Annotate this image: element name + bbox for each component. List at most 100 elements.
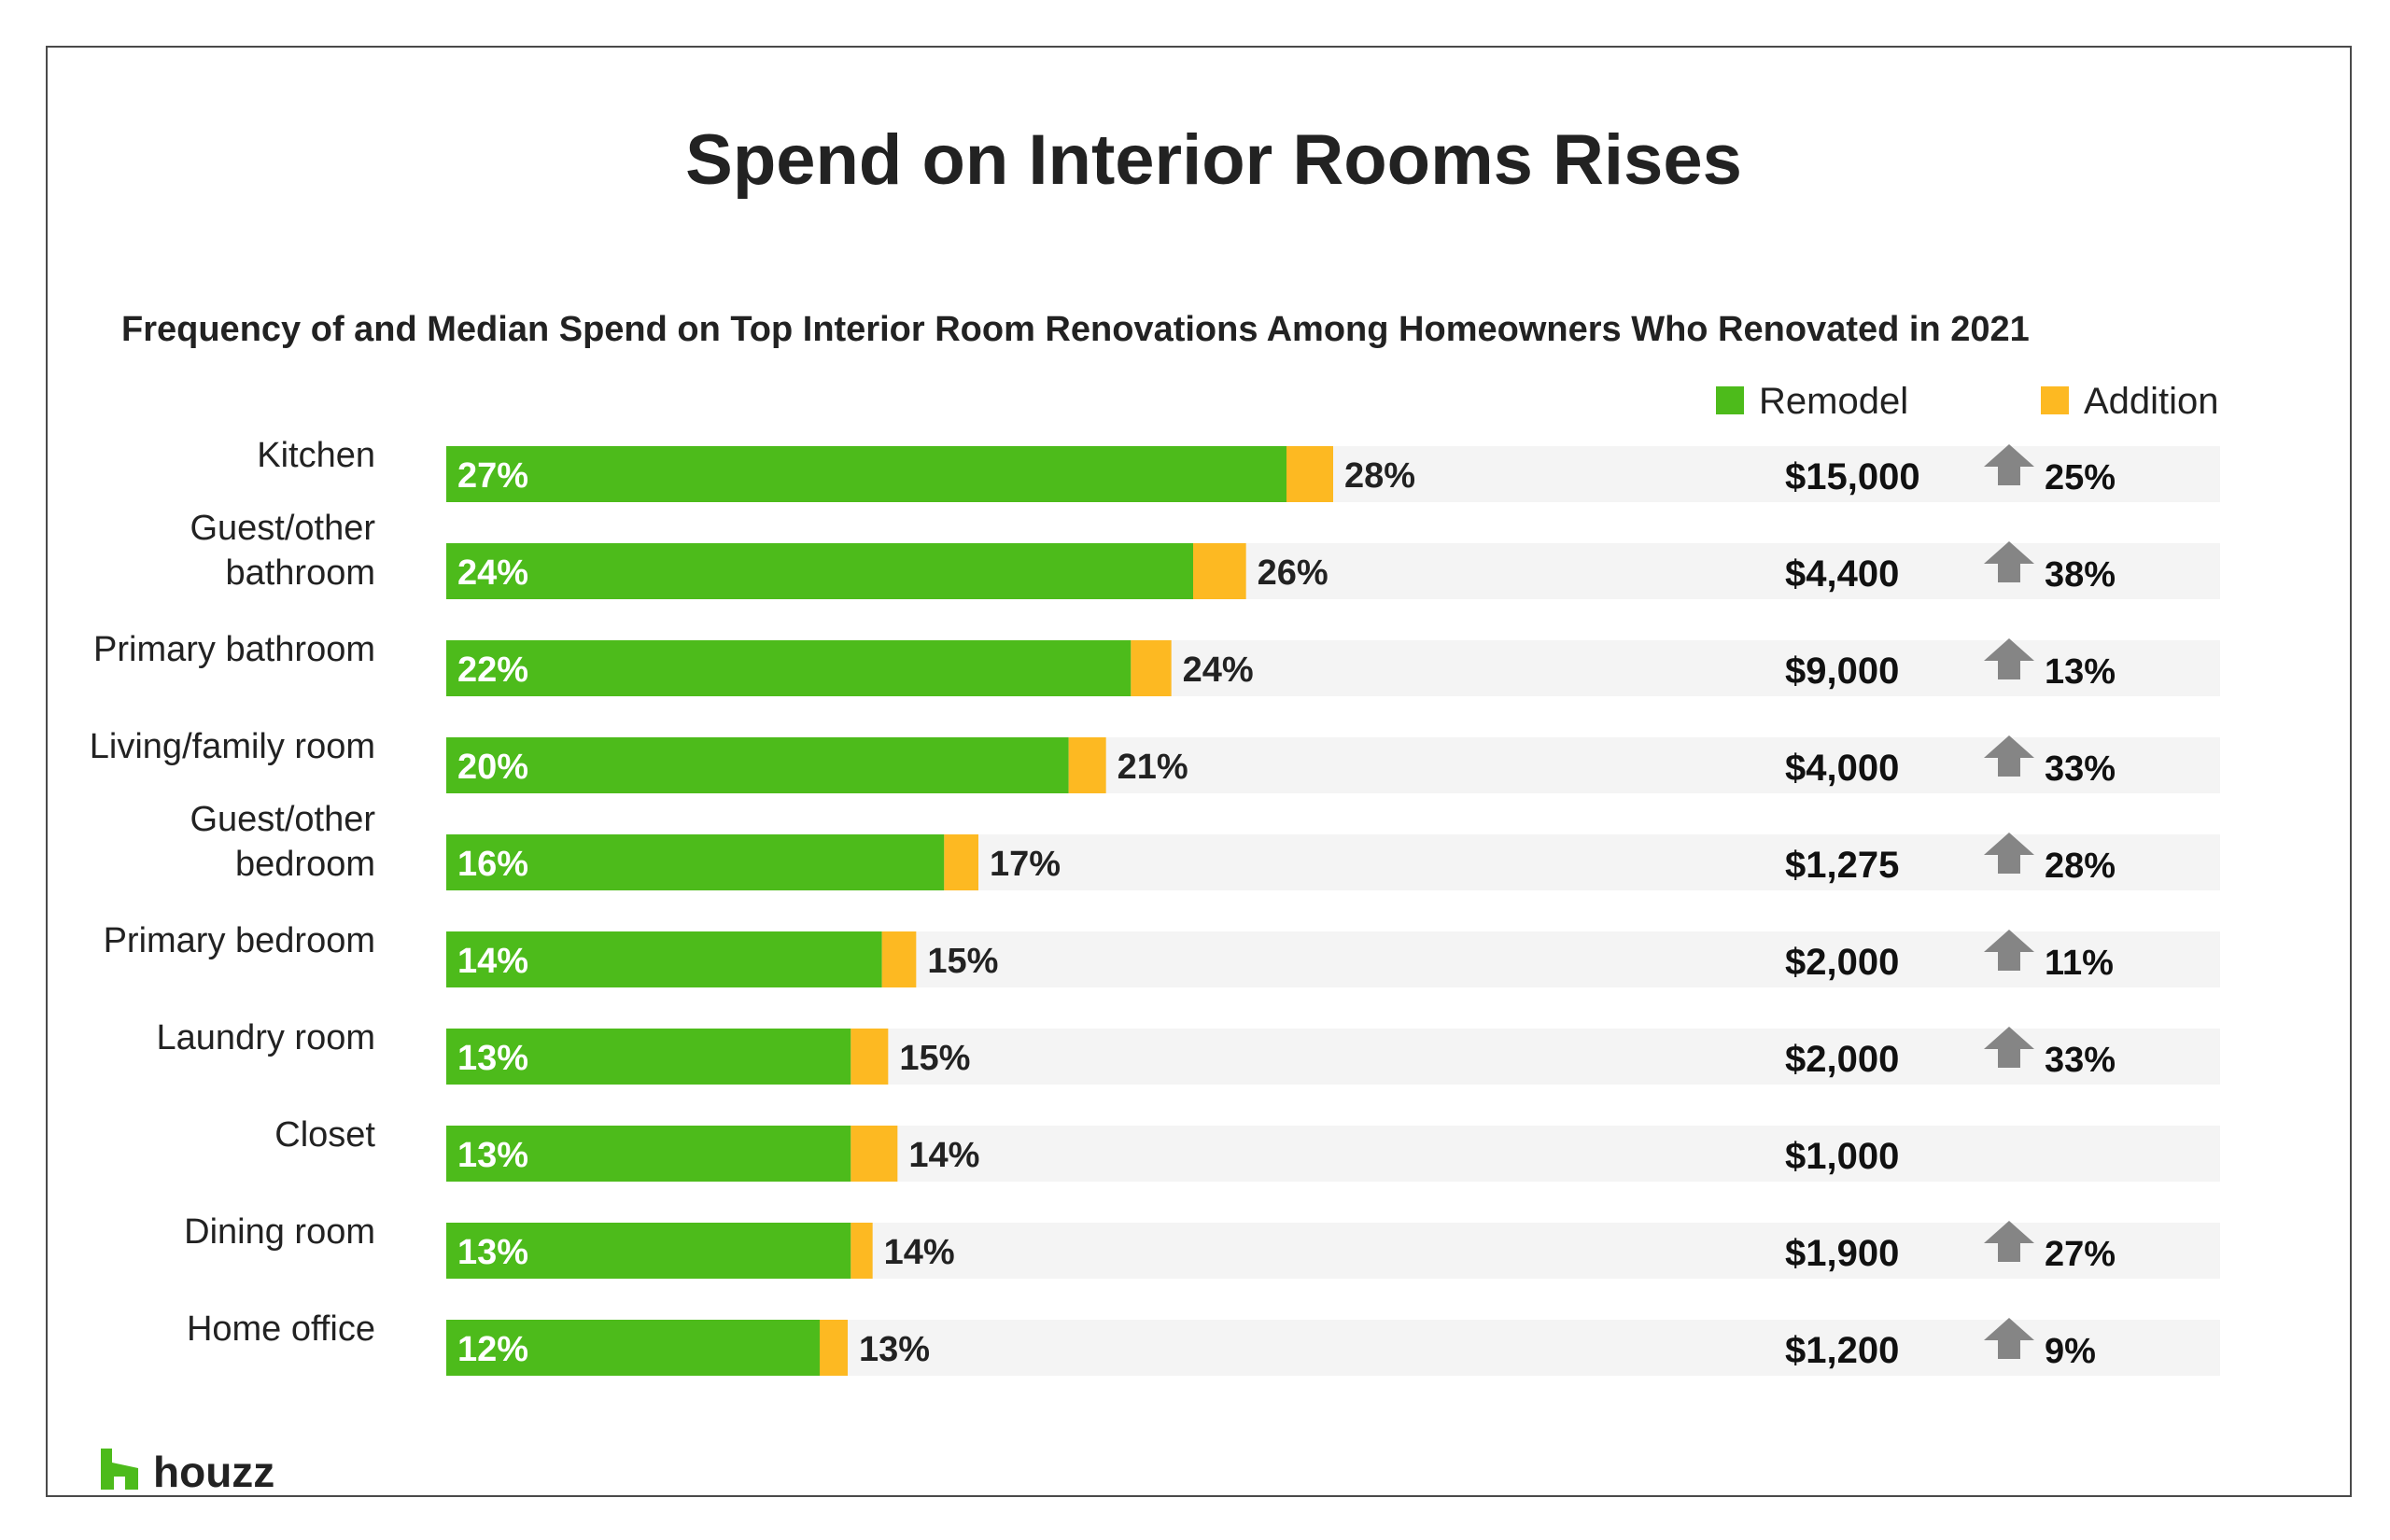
legend-label-addition: Addition xyxy=(2084,381,2219,422)
median-spend-label: $4,000 xyxy=(1785,748,1899,789)
spend-change-label: 33% xyxy=(2045,749,2116,789)
remodel-value-label: 13% xyxy=(457,1233,528,1272)
spend-change-label: 13% xyxy=(2045,652,2116,692)
remodel-value-label: 14% xyxy=(457,942,528,981)
total-value-label: 26% xyxy=(1258,553,1329,593)
remodel-value-label: 20% xyxy=(457,748,528,787)
bar-row: Closet 13% 14% $1,000 xyxy=(274,1115,2220,1182)
bar-row: Primary bedroom 14% 15% $2,000 11% xyxy=(104,921,2220,987)
legend: Remodel Addition xyxy=(1716,381,2219,422)
up-arrow-icon xyxy=(1984,930,2034,971)
total-value-label: 21% xyxy=(1118,748,1188,787)
spend-change-label: 27% xyxy=(2045,1235,2116,1274)
median-spend-label: $1,000 xyxy=(1785,1136,1899,1177)
spend-change-label: 33% xyxy=(2045,1041,2116,1080)
bar-addition xyxy=(851,1223,873,1279)
spend-change-label: 38% xyxy=(2045,555,2116,595)
category-label: Primary bedroom xyxy=(104,921,375,960)
spend-change-label: 25% xyxy=(2045,458,2116,497)
bar-row: Home office 12% 13% $1,200 9% xyxy=(187,1309,2220,1376)
spend-change-label: 11% xyxy=(2045,944,2114,983)
bar-remodel xyxy=(446,640,1132,696)
median-spend-label: $4,400 xyxy=(1785,553,1899,595)
bar-remodel xyxy=(446,834,945,890)
category-label: Primary bathroom xyxy=(93,630,375,669)
chart-subtitle: Frequency of and Median Spend on Top Int… xyxy=(121,310,2030,349)
total-value-label: 17% xyxy=(990,845,1061,884)
chart-frame xyxy=(46,46,2352,1497)
chart-title: Spend on Interior Rooms Rises xyxy=(685,120,1742,200)
bar-addition xyxy=(851,1029,889,1085)
remodel-value-label: 24% xyxy=(457,553,528,593)
bar-row: Laundry room 13% 15% $2,000 33% xyxy=(157,1018,2220,1085)
category-label-line: bathroom xyxy=(225,553,375,593)
bar-remodel xyxy=(446,446,1286,502)
up-arrow-icon xyxy=(1984,1221,2034,1262)
up-arrow-icon xyxy=(1984,638,2034,679)
bar-addition xyxy=(1286,446,1333,502)
median-spend-label: $1,900 xyxy=(1785,1233,1899,1274)
median-spend-label: $2,000 xyxy=(1785,1039,1899,1080)
spend-change-label: 9% xyxy=(2045,1332,2096,1371)
up-arrow-icon xyxy=(1984,541,2034,582)
total-value-label: 15% xyxy=(927,942,998,981)
remodel-value-label: 27% xyxy=(457,456,528,496)
total-value-label: 24% xyxy=(1183,651,1254,690)
category-label: Laundry room xyxy=(157,1018,375,1057)
bar-row: Guest/other bedroom 16% 17% $1,275 28% xyxy=(190,800,2220,890)
bar-remodel xyxy=(446,1029,851,1085)
bar-addition xyxy=(881,931,917,987)
bar-remodel xyxy=(446,1320,820,1376)
legend-swatch-remodel xyxy=(1716,386,1744,414)
up-arrow-icon xyxy=(1984,444,2034,485)
remodel-value-label: 22% xyxy=(457,651,528,690)
category-label-line: bedroom xyxy=(235,845,375,884)
category-label: Home office xyxy=(187,1309,375,1349)
legend-label-remodel: Remodel xyxy=(1759,381,1908,422)
up-arrow-icon xyxy=(1984,833,2034,874)
bar-addition xyxy=(820,1320,848,1376)
category-label-line: Guest/other xyxy=(190,800,375,839)
category-label: Kitchen xyxy=(257,436,375,475)
up-arrow-icon xyxy=(1984,1318,2034,1359)
remodel-value-label: 16% xyxy=(457,845,528,884)
category-label: Guest/other bedroom xyxy=(190,800,375,884)
remodel-value-label: 13% xyxy=(457,1039,528,1078)
bar-row: Kitchen 27% 28% $15,000 25% xyxy=(257,436,2220,502)
brand-name: houzz xyxy=(153,1448,275,1496)
category-label: Living/family room xyxy=(90,727,375,766)
bar-remodel xyxy=(446,543,1193,599)
total-value-label: 28% xyxy=(1344,456,1415,496)
up-arrow-icon xyxy=(1984,1027,2034,1068)
median-spend-label: $2,000 xyxy=(1785,942,1899,983)
bar-row: Dining room 13% 14% $1,900 27% xyxy=(184,1212,2220,1279)
category-label: Dining room xyxy=(184,1212,375,1252)
bar-remodel xyxy=(446,1126,851,1182)
remodel-value-label: 13% xyxy=(457,1136,528,1175)
bar-row: Guest/other bathroom 24% 26% $4,400 38% xyxy=(190,509,2220,599)
remodel-value-label: 12% xyxy=(457,1330,528,1369)
bar-remodel xyxy=(446,1223,851,1279)
houzz-logo-icon xyxy=(101,1449,138,1490)
up-arrow-icon xyxy=(1984,735,2034,777)
category-label: Guest/other bathroom xyxy=(190,509,375,593)
median-spend-label: $9,000 xyxy=(1785,651,1899,692)
bar-remodel xyxy=(446,737,1069,793)
total-value-label: 13% xyxy=(859,1330,930,1369)
bar-row: Living/family room 20% 21% $4,000 33% xyxy=(90,727,2220,793)
bar-row: Primary bathroom 22% 24% $9,000 13% xyxy=(93,630,2220,696)
bar-addition xyxy=(1131,640,1172,696)
median-spend-label: $1,275 xyxy=(1785,845,1899,886)
total-value-label: 14% xyxy=(884,1233,955,1272)
total-value-label: 14% xyxy=(908,1136,979,1175)
bar-addition xyxy=(1068,737,1106,793)
bar-addition xyxy=(944,834,978,890)
legend-swatch-addition xyxy=(2041,386,2069,414)
median-spend-label: $15,000 xyxy=(1785,456,1920,497)
category-label-line: Guest/other xyxy=(190,509,375,548)
bar-remodel xyxy=(446,931,882,987)
spend-change-label: 28% xyxy=(2045,847,2116,886)
bar-addition xyxy=(1193,543,1246,599)
bar-addition xyxy=(851,1126,898,1182)
